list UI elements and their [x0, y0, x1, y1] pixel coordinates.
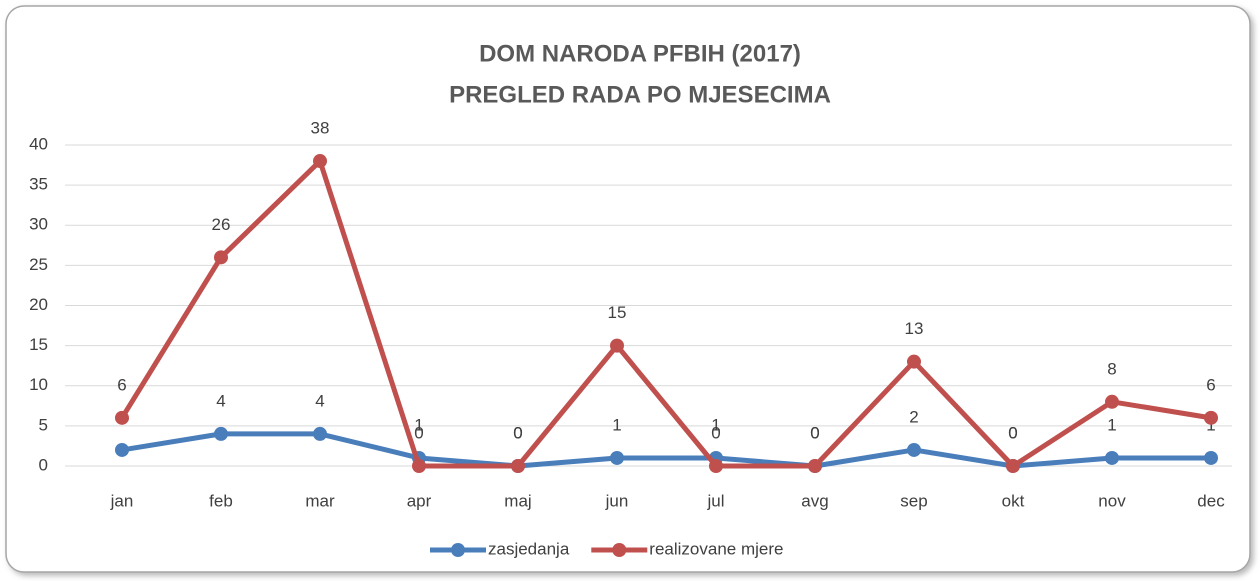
data-point [313, 426, 327, 441]
data-label: 2 [909, 407, 918, 426]
data-point [907, 354, 921, 369]
x-tick-label: apr [407, 491, 432, 510]
data-point [115, 410, 129, 425]
data-point [610, 450, 624, 465]
data-point [214, 250, 228, 265]
data-point [709, 459, 723, 473]
y-tick-label: 20 [29, 295, 48, 314]
x-tick-label: dec [1197, 491, 1225, 510]
x-tick-label: jan [110, 491, 134, 510]
data-label: 0 [810, 423, 819, 442]
x-tick-label: nov [1098, 491, 1126, 510]
legend-label: realizovane mjere [649, 539, 783, 558]
data-label: 26 [212, 215, 231, 234]
chart-title: DOM NARODA PFBIH (2017) [479, 40, 801, 67]
data-point [115, 442, 129, 457]
data-label: 0 [711, 423, 720, 442]
data-label: 1 [612, 415, 621, 434]
data-label: 1 [414, 415, 423, 434]
data-point [610, 338, 624, 353]
y-tick-label: 10 [29, 375, 48, 394]
data-label: 6 [117, 375, 126, 394]
legend-label: zasjedanja [488, 539, 570, 558]
data-point [1204, 410, 1218, 425]
data-label: 0 [1008, 423, 1017, 442]
data-point [313, 154, 327, 169]
x-tick-label: avg [801, 491, 828, 510]
series-line [121, 431, 1211, 469]
data-label: 13 [905, 319, 924, 338]
data-label: 1 [711, 415, 720, 434]
data-label: 6 [1206, 375, 1215, 394]
x-tick-label: maj [504, 491, 531, 510]
data-label: 15 [608, 303, 627, 322]
data-point [412, 459, 426, 473]
y-tick-label: 40 [29, 134, 48, 153]
data-point [907, 442, 921, 457]
data-point [808, 459, 822, 473]
data-label: 0 [513, 423, 522, 442]
data-label: 4 [315, 391, 324, 410]
data-point [1105, 394, 1119, 409]
y-tick-label: 0 [39, 455, 48, 474]
x-tick-label: sep [900, 491, 927, 510]
data-label: 0 [1008, 423, 1017, 442]
x-tick-label: okt [1002, 491, 1025, 510]
y-tick-label: 35 [29, 175, 48, 194]
data-label: 1 [1107, 415, 1116, 434]
data-label: 4 [216, 391, 225, 410]
data-point [1105, 450, 1119, 465]
chart-subtitle: PREGLED RADA PO MJESECIMA [449, 81, 831, 108]
x-tick-label: mar [305, 491, 335, 510]
data-point [1006, 459, 1020, 473]
data-point [511, 459, 525, 473]
data-label: 0 [513, 423, 522, 442]
x-tick-label: feb [209, 491, 233, 510]
x-tick-label: jul [706, 491, 724, 510]
y-tick-label: 30 [29, 215, 48, 234]
x-tick-label: jun [605, 491, 629, 510]
legend-marker [612, 543, 627, 557]
data-label: 0 [414, 423, 423, 442]
legend-marker [451, 543, 465, 557]
y-tick-label: 25 [29, 255, 48, 274]
data-label: 8 [1107, 359, 1116, 378]
y-tick-label: 15 [29, 335, 48, 354]
series-line [119, 158, 1212, 469]
data-label: 38 [311, 119, 330, 138]
data-point [1204, 450, 1218, 465]
data-point [214, 426, 228, 441]
data-label: 0 [810, 423, 819, 442]
y-tick-label: 5 [39, 415, 48, 434]
data-label: 1 [1206, 415, 1215, 434]
